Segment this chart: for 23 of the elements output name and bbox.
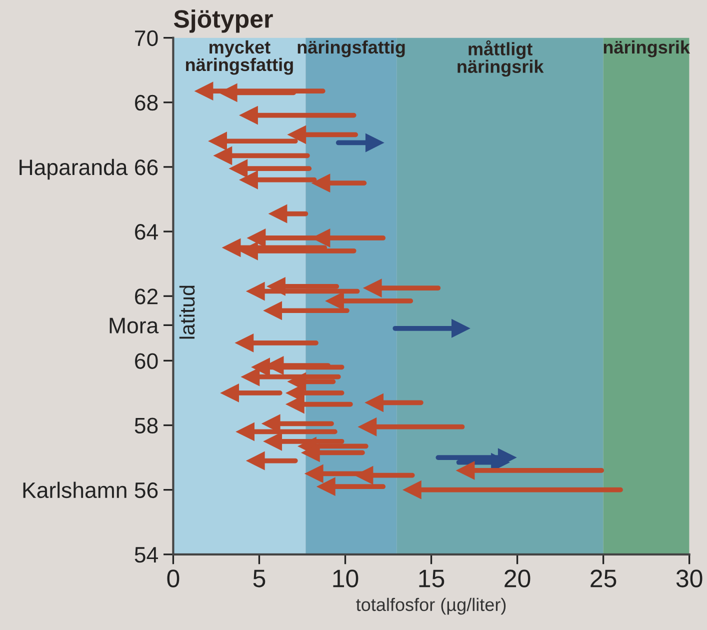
x-tick-label: 20 <box>504 570 530 588</box>
band-label: måttligt näringsrik <box>458 40 544 77</box>
y-tick-label: Karlshamn 56 <box>23 482 158 498</box>
y-tick-label: 68 <box>135 94 158 111</box>
chart-title: Sjötyper <box>174 9 273 33</box>
y-tick-label: 60 <box>135 353 158 369</box>
x-tick-label: 5 <box>253 570 266 588</box>
y-tick-label: 62 <box>135 288 158 304</box>
y-axis-title: latitud <box>179 286 195 339</box>
x-tick-label: 25 <box>590 570 616 588</box>
band-label: näringsfattig <box>298 40 405 58</box>
y-tick-label: 64 <box>135 224 158 240</box>
y-tick-label: Mora <box>110 318 159 334</box>
x-axis-title: totalfosfor (µg/liter) <box>356 598 506 615</box>
band-label: mycket näringsfattig <box>186 40 293 75</box>
x-tick-label: 30 <box>676 570 702 588</box>
y-tick-label: 70 <box>135 30 158 46</box>
x-tick-label: 10 <box>333 570 358 588</box>
y-tick-label: 54 <box>134 547 158 563</box>
x-tick-label: 15 <box>419 570 444 588</box>
x-tick-label: 0 <box>167 570 180 588</box>
y-tick-label: 58 <box>134 418 158 434</box>
y-tick-label: Haparanda 66 <box>20 158 158 180</box>
